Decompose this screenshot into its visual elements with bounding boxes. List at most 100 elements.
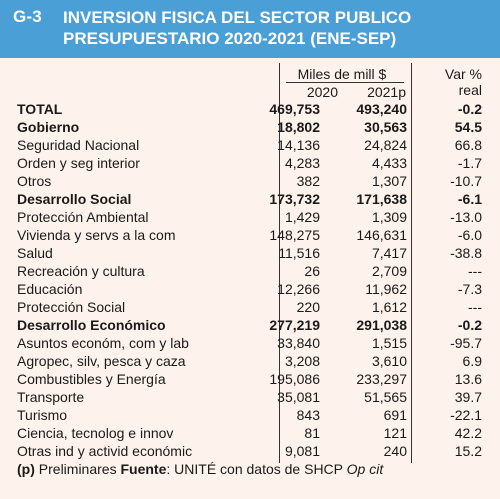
value-2020: 843 (296, 407, 320, 423)
row-label: Otros (17, 173, 52, 189)
value-2020: 11,516 (278, 245, 320, 261)
value-2020: 148,275 (269, 227, 320, 243)
row-label: Educación (17, 281, 83, 297)
row-label: Orden y seg interior (17, 155, 140, 171)
table-row: Recreación y cultura 26 2,709 --- (17, 263, 482, 280)
var-header-bottom: real (458, 82, 482, 98)
value-var: -13.0 (450, 209, 482, 225)
col-2020-header: 2020 (306, 84, 338, 100)
value-2021: 11,962 (365, 281, 407, 297)
value-2021: 24,824 (364, 137, 407, 153)
table-row: Gobierno 18,802 30,563 54.5 (17, 119, 482, 136)
table-row: Salud 11,516 7,417 -38.8 (17, 245, 482, 262)
row-label: Vivienda y servs a la com (17, 227, 176, 243)
var-header-top: Var % (444, 66, 482, 82)
value-var: -38.8 (450, 245, 482, 261)
table-row: Asuntos económ, com y lab 33,840 1,515 -95.… (17, 335, 482, 352)
title-line-1: INVERSION FISICA DEL SECTOR PUBLICO (63, 8, 412, 27)
value-2020: 18,802 (277, 119, 320, 135)
table-row: Otros 382 1,307 -10.7 (17, 173, 482, 190)
divider-right (411, 63, 412, 463)
row-label: TOTAL (17, 101, 63, 117)
row-label: Otras ind y activid económic (17, 443, 193, 459)
value-2020: 81 (304, 425, 320, 441)
table-row: Desarrollo Social 173,732 171,638 -6.1 (17, 191, 482, 208)
value-2020: 26 (304, 263, 320, 279)
value-var: 15.2 (454, 443, 482, 459)
row-label: Protección Social (17, 299, 126, 315)
value-var: -22.1 (450, 407, 482, 423)
value-2021: 121 (383, 425, 407, 441)
value-var: -7.3 (457, 281, 482, 297)
value-var: 13.6 (454, 371, 482, 387)
table-header: G-3 INVERSION FISICA DEL SECTOR PUBLICO … (0, 0, 500, 58)
row-label: Desarrollo Económico (17, 317, 166, 333)
table-row: Vivienda y servs a la com 148,275 146,631 -… (17, 227, 482, 244)
value-2021: 691 (383, 407, 407, 423)
table-row: Combustibles y Energía 195,086 233,297 13.6 (17, 371, 482, 388)
value-var: -6.0 (457, 227, 482, 243)
value-2021: 233,297 (356, 371, 407, 387)
table-title: INVERSION FISICA DEL SECTOR PUBLICO PRES… (63, 7, 493, 49)
value-2021: 171,638 (356, 191, 407, 207)
row-label: Protección Ambiental (17, 209, 149, 225)
value-2021: 1,307 (371, 173, 407, 189)
row-label: Desarrollo Social (17, 191, 132, 207)
value-var: -1.7 (457, 155, 482, 171)
value-var: --- (468, 299, 482, 315)
table-row: Protección Social 220 1,612 --- (17, 299, 482, 316)
value-2021: 1,515 (371, 335, 407, 351)
table-row: Orden y seg interior 4,283 4,433 -1.7 (17, 155, 482, 172)
row-label: Seguridad Nacional (17, 137, 140, 153)
value-2021: 7,417 (371, 245, 407, 261)
group-underline (286, 82, 404, 83)
table-row: Seguridad Nacional 14,136 24,824 66.8 (17, 137, 482, 154)
value-2020: 195,086 (269, 371, 320, 387)
value-var: 66.8 (454, 137, 482, 153)
col-2021-header: 2021p (367, 84, 406, 100)
value-var: -0.2 (457, 317, 482, 333)
value-var: 42.2 (454, 425, 482, 441)
footnote-opcit: Op cit (346, 461, 384, 477)
value-var: -6.1 (457, 191, 482, 207)
value-2021: 30,563 (364, 119, 407, 135)
value-2020: 277,219 (269, 317, 320, 333)
chart-code: G-3 (13, 7, 42, 26)
row-label: Salud (17, 245, 53, 261)
value-2021: 4,433 (371, 155, 407, 171)
value-2021: 493,240 (356, 101, 407, 117)
value-2021: 1,309 (371, 209, 407, 225)
value-2021: 2,709 (371, 263, 407, 279)
column-group-label: Miles de mill $ (297, 66, 387, 82)
row-label: Recreación y cultura (17, 263, 145, 279)
value-var: --- (468, 263, 482, 279)
row-label: Turismo (17, 407, 68, 423)
footnote-prelim: Preliminares (38, 461, 117, 477)
value-var: -95.7 (450, 335, 482, 351)
table-row: Desarrollo Económico 277,219 291,038 -0.2 (17, 317, 482, 334)
footnote-p: (p) (17, 461, 35, 477)
footnote-source-text: : UNITÉ con datos de SHCP (166, 461, 343, 477)
value-2020: 35,081 (277, 389, 320, 405)
row-label: Asuntos económ, com y lab (17, 335, 189, 351)
title-line-2: PRESUPUESTARIO 2020-2021 (ENE-SEP) (63, 29, 397, 48)
value-var: -0.2 (457, 101, 482, 117)
footnote: (p) Preliminares Fuente: UNITÉ con datos… (17, 461, 487, 478)
table-row: Transporte 35,081 51,565 39.7 (17, 389, 482, 406)
row-label: Combustibles y Energía (17, 371, 166, 387)
value-2020: 1,429 (284, 209, 320, 225)
value-2021: 3,610 (371, 353, 407, 369)
value-var: 39.7 (454, 389, 482, 405)
value-var: -10.7 (450, 173, 482, 189)
value-2020: 173,732 (269, 191, 320, 207)
table-row: Turismo 843 691 -22.1 (17, 407, 482, 424)
value-2020: 12,266 (277, 281, 320, 297)
table-row: Protección Ambiental 1,429 1,309 -13.0 (17, 209, 482, 226)
table-row: TOTAL 469,753 493,240 -0.2 (17, 101, 482, 118)
row-label: Transporte (17, 389, 85, 405)
value-2020: 3,208 (284, 353, 320, 369)
value-2020: 382 (296, 173, 320, 189)
table-row: Agropec, silv, pesca y caza 3,208 3,610 6.9 (17, 353, 482, 370)
table-row: Educación 12,266 11,962 -7.3 (17, 281, 482, 298)
